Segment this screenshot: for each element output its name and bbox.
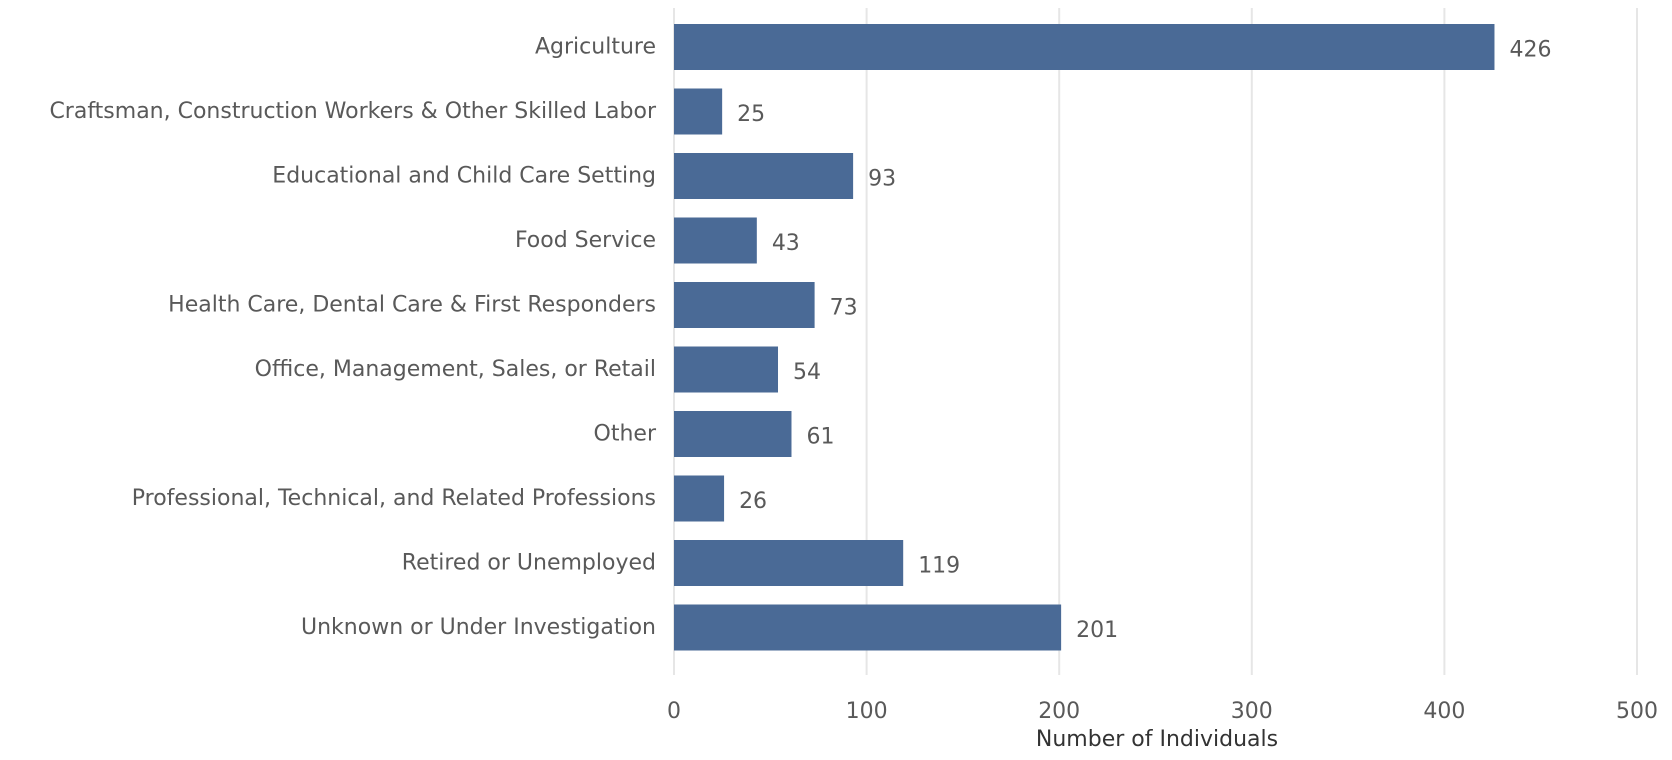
bar [674, 346, 779, 393]
category-label: Health Care, Dental Care & First Respond… [168, 293, 656, 318]
data-label: 119 [918, 554, 960, 579]
data-label: 426 [1509, 38, 1551, 63]
value-labels: 426 25 93 43 73 54 61 26 119 201 [737, 38, 1551, 644]
category-label: Retired or Unemployed [402, 551, 656, 576]
bar [674, 604, 1062, 651]
bar [674, 411, 792, 457]
category-label: Craftsman, Construction Workers & Other … [49, 99, 657, 124]
category-labels: Agriculture Craftsman, Construction Worke… [49, 35, 657, 641]
bar [674, 540, 904, 586]
bar [674, 153, 854, 199]
data-label: 26 [739, 489, 767, 514]
x-tick-label: 0 [667, 699, 681, 724]
x-tick-label: 200 [1038, 699, 1080, 724]
bar [674, 282, 815, 328]
data-label: 93 [868, 167, 896, 192]
bar [674, 475, 725, 522]
bar [674, 88, 723, 135]
data-label: 54 [793, 360, 821, 385]
category-label: Food Service [515, 228, 656, 253]
data-label: 61 [806, 425, 834, 450]
data-label: 201 [1076, 618, 1118, 643]
category-label: Unknown or Under Investigation [301, 615, 656, 640]
data-label: 73 [830, 296, 858, 321]
x-tick-label: 500 [1616, 699, 1658, 724]
x-axis-title: Number of Individuals [1036, 727, 1278, 752]
bars [674, 24, 1495, 651]
category-label: Office, Management, Sales, or Retail [255, 357, 656, 382]
category-label: Agriculture [535, 35, 656, 60]
data-label: 43 [772, 231, 800, 256]
category-label: Other [594, 422, 657, 447]
x-tick-label: 400 [1423, 699, 1465, 724]
category-label: Professional, Technical, and Related Pro… [132, 486, 656, 511]
bar [674, 217, 757, 264]
data-label: 25 [737, 102, 765, 127]
x-tick-labels: 0 100 200 300 400 500 [667, 699, 1658, 724]
x-tick-label: 300 [1231, 699, 1273, 724]
bar [674, 24, 1495, 70]
category-label: Educational and Child Care Setting [272, 164, 656, 189]
x-tick-label: 100 [846, 699, 888, 724]
